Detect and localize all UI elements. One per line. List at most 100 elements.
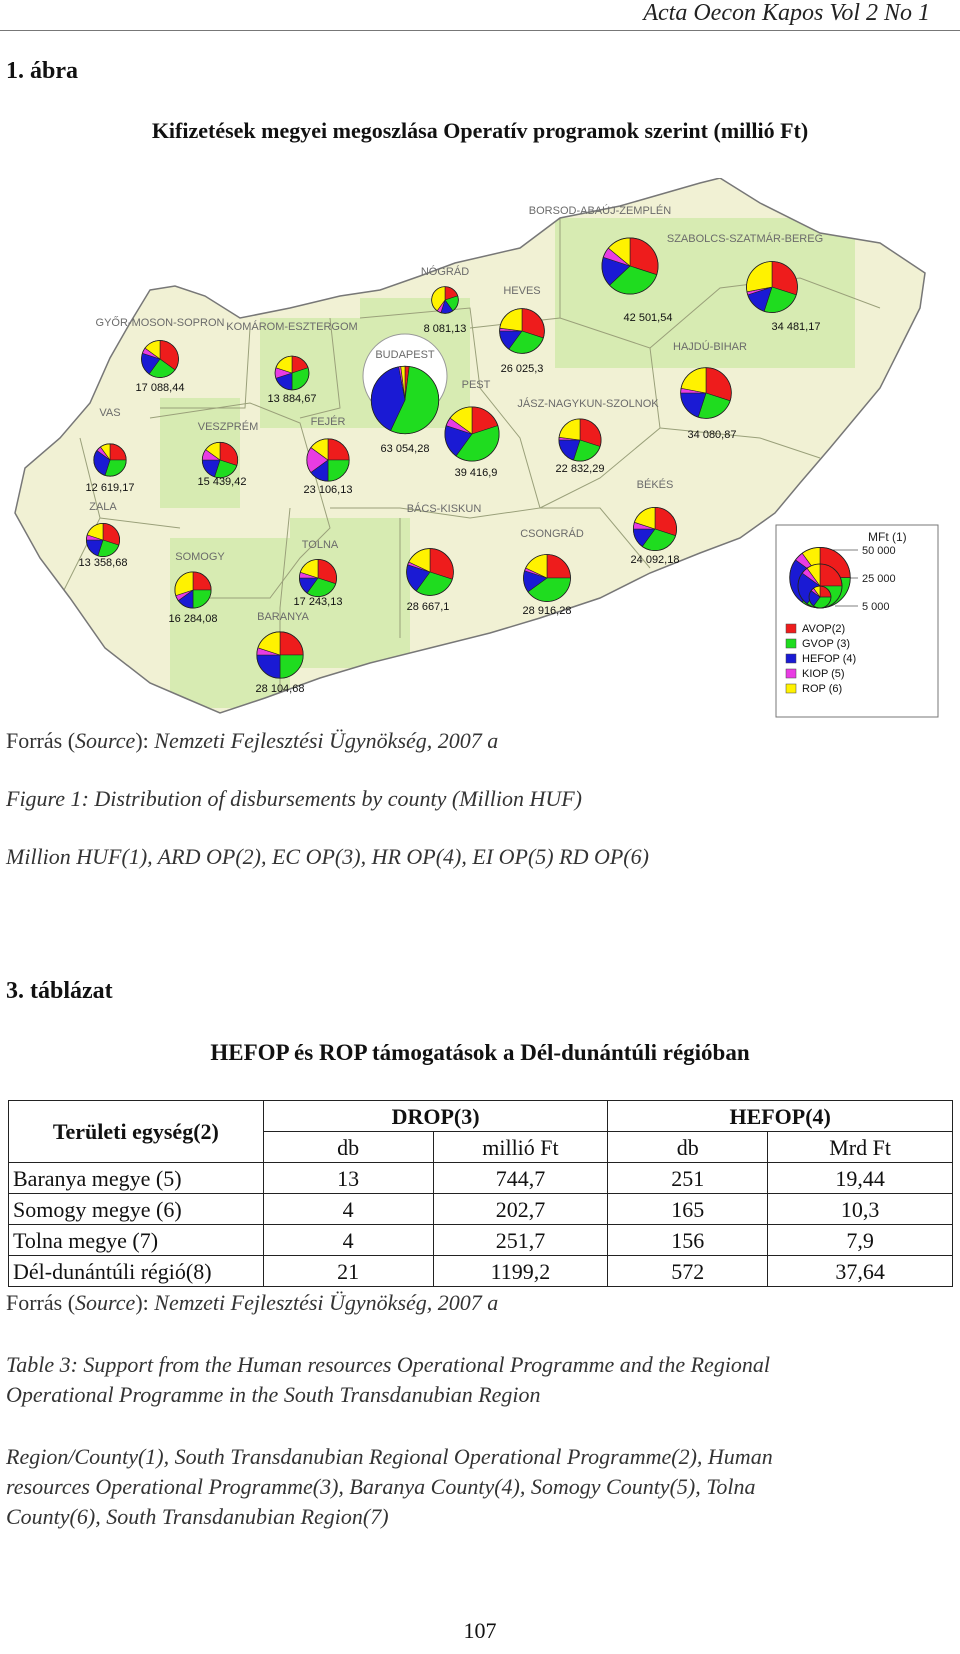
county-name-label: SZABOLCS-SZATMÁR-BEREG bbox=[667, 232, 823, 245]
legend-title: MFt (1) bbox=[868, 530, 907, 544]
county-name-label: SOMOGY bbox=[175, 551, 225, 563]
table-source: Forrás (Source): Nemzeti Fejlesztési Ügy… bbox=[6, 1290, 499, 1315]
county-name-label: TOLNA bbox=[302, 539, 339, 551]
county-value-label: 23 106,13 bbox=[304, 484, 353, 496]
county-value-label: 17 088,44 bbox=[136, 382, 185, 394]
table-title: HEFOP és ROP támogatások a Dél-dunántúli… bbox=[210, 1040, 750, 1065]
col-group-drop: DROP(3) bbox=[262, 1100, 609, 1132]
county-name-label: BÁCS-KISKUN bbox=[407, 502, 482, 515]
county-name-label: BORSOD-ABAÚJ-ZEMPLÉN bbox=[529, 204, 671, 217]
col-territorial-unit: Területi egység(2) bbox=[8, 1100, 264, 1163]
county-name-label: NÓGRÁD bbox=[421, 265, 469, 278]
county-value-label: 12 619,17 bbox=[86, 482, 135, 494]
sub-col: db bbox=[607, 1131, 769, 1163]
county-name-label: FEJÉR bbox=[311, 415, 346, 428]
county-pie bbox=[298, 558, 338, 598]
county-pie bbox=[256, 631, 304, 679]
figure-source: Forrás (Source): Nemzeti Fejlesztési Ügy… bbox=[6, 728, 499, 753]
county-value-label: 17 243,13 bbox=[294, 596, 343, 608]
legend-size-circles bbox=[789, 547, 851, 609]
cell: 21 bbox=[262, 1255, 434, 1287]
county-value-label: 39 416,9 bbox=[455, 467, 498, 479]
legend-swatch bbox=[785, 683, 797, 694]
cell: 4 bbox=[262, 1193, 434, 1225]
cell: 251 bbox=[607, 1162, 769, 1194]
table-row: Baranya megye (5) 13 744,7 251 19,44 bbox=[8, 1162, 953, 1194]
legend-label: ROP (6) bbox=[802, 683, 842, 695]
table-caption-line1: Table 3: Support from the Human resource… bbox=[6, 1352, 771, 1377]
county-name-label: HEVES bbox=[503, 285, 540, 297]
sub-col: Mrd Ft bbox=[767, 1131, 953, 1163]
cell: 251,7 bbox=[432, 1224, 609, 1256]
legend-swatch bbox=[785, 653, 797, 664]
legend-size-large: 50 000 bbox=[862, 545, 896, 557]
county-pie-charts bbox=[85, 237, 798, 679]
county-value-label: 13 358,68 bbox=[79, 557, 128, 569]
county-name-label: PEST bbox=[462, 379, 491, 391]
row-label: Baranya megye (5) bbox=[8, 1162, 264, 1194]
county-pie bbox=[499, 308, 545, 354]
county-pie bbox=[601, 237, 659, 295]
figure-caption-en: Figure 1: Distribution of disbursements … bbox=[6, 786, 583, 811]
legend-swatch bbox=[785, 623, 797, 634]
table-note-line2: resources Operational Programme(3), Bara… bbox=[6, 1474, 756, 1499]
county-name-label: VESZPRÉM bbox=[198, 420, 259, 433]
cell: 202,7 bbox=[432, 1193, 609, 1225]
row-label: Dél-dunántúli régió(8) bbox=[8, 1255, 264, 1287]
county-value-label: 42 501,54 bbox=[624, 312, 673, 324]
county-pie bbox=[680, 367, 732, 419]
county-name-label: VAS bbox=[99, 407, 120, 419]
county-value-label: 24 092,18 bbox=[631, 554, 680, 566]
county-pie bbox=[306, 438, 350, 482]
sub-col: millió Ft bbox=[432, 1131, 609, 1163]
cell: 165 bbox=[607, 1193, 769, 1225]
county-name-label: JÁSZ-NAGYKUN-SZOLNOK bbox=[517, 397, 659, 410]
county-pie bbox=[746, 261, 798, 313]
legend-size-medium: 25 000 bbox=[862, 573, 896, 585]
cell: 744,7 bbox=[432, 1162, 609, 1194]
county-pie bbox=[431, 286, 459, 314]
table-header-row: Területi egység(2) DROP(3) HEFOP(4) bbox=[8, 1100, 953, 1163]
county-name-label: BÉKÉS bbox=[637, 478, 674, 491]
table-note-line3: County(6), South Transdanubian Region(7) bbox=[6, 1504, 389, 1529]
county-value-label: 28 916,28 bbox=[523, 605, 572, 617]
county-value-label: 8 081,13 bbox=[424, 323, 467, 335]
sub-col: db bbox=[262, 1131, 434, 1163]
county-value-label: 22 832,29 bbox=[556, 463, 605, 475]
legend-label: GVOP (3) bbox=[802, 638, 850, 650]
county-name-label: BUDAPEST bbox=[375, 349, 435, 361]
county-pie bbox=[174, 571, 212, 609]
support-table: Területi egység(2) DROP(3) HEFOP(4) db m… bbox=[8, 1100, 953, 1287]
county-name-label: ZALA bbox=[89, 501, 117, 513]
county-value-label: 16 284,08 bbox=[169, 613, 218, 625]
county-pie bbox=[632, 506, 678, 552]
cell: 156 bbox=[607, 1224, 769, 1256]
county-value-label: 28 667,1 bbox=[407, 601, 450, 613]
table-row: Tolna megye (7) 4 251,7 156 7,9 bbox=[8, 1224, 953, 1256]
county-pie bbox=[558, 418, 602, 462]
county-pie bbox=[444, 406, 500, 462]
county-pie bbox=[523, 554, 571, 602]
row-label: Tolna megye (7) bbox=[8, 1224, 264, 1256]
county-value-label: 63 054,28 bbox=[381, 443, 430, 455]
legend-label: HEFOP (4) bbox=[802, 653, 856, 665]
county-value-label: 34 481,17 bbox=[772, 321, 821, 333]
county-name-label: GYŐR-MOSON-SOPRON bbox=[96, 315, 225, 329]
cell: 19,44 bbox=[767, 1162, 953, 1194]
cell: 13 bbox=[262, 1162, 434, 1194]
legend-swatch bbox=[785, 638, 797, 649]
table-note-line1: Region/County(1), South Transdanubian Re… bbox=[6, 1444, 773, 1469]
legend-color-keys: AVOP(2) GVOP (3) HEFOP (4) KIOP (5) ROP (6) bbox=[785, 623, 856, 695]
county-name-label: BARANYA bbox=[257, 611, 309, 623]
header-rule bbox=[0, 30, 960, 31]
county-pie bbox=[406, 548, 454, 596]
county-value-label: 15 439,42 bbox=[198, 476, 247, 488]
county-name-label: CSONGRÁD bbox=[520, 527, 584, 540]
page-number: 107 bbox=[463, 1618, 497, 1643]
running-header: Acta Oecon Kapos Vol 2 No 1 bbox=[643, 0, 930, 26]
legend-size-circle bbox=[808, 585, 832, 609]
table-number: 3. táblázat bbox=[6, 978, 113, 1004]
legend-label: AVOP(2) bbox=[802, 623, 845, 635]
county-labels: BORSOD-ABAÚJ-ZEMPLÉN 42 501,54 SZABOLCS-SZ… bbox=[79, 204, 824, 695]
county-value-label: 28 104,68 bbox=[256, 683, 305, 695]
